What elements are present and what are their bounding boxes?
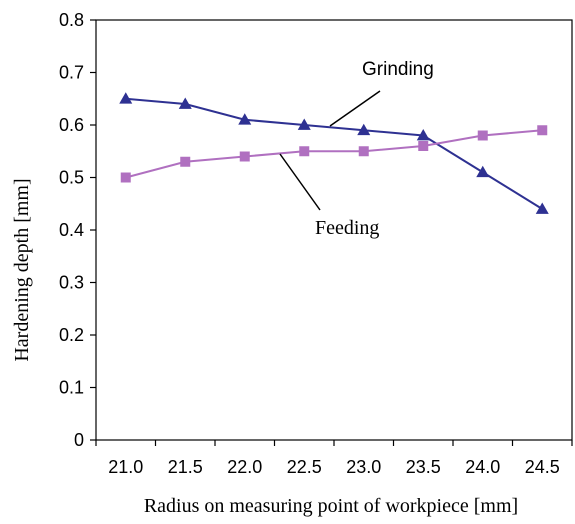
feeding-leader-line [279, 153, 321, 211]
axes [90, 19, 573, 446]
y-axis-title: Hardening depth [mm] [11, 178, 33, 361]
y-tick-label: 0.5 [59, 168, 84, 188]
feeding-point [418, 141, 429, 151]
feeding-point [120, 172, 131, 183]
y-tick-label: 0.2 [59, 325, 84, 345]
x-tick-label: 22.5 [287, 457, 322, 477]
x-tick-label: 23.0 [346, 457, 381, 477]
y-tick-label: 0.8 [59, 10, 84, 30]
grinding-point [535, 202, 549, 214]
feeding-point [299, 146, 310, 157]
x-tick-label: 24.5 [525, 457, 560, 477]
grinding-point [297, 118, 311, 130]
feeding-point [239, 151, 250, 162]
grinding-point [178, 97, 192, 109]
grinding-point [357, 123, 371, 136]
y-tick-label: 0.1 [59, 378, 84, 398]
x-tick-label: 21.5 [168, 457, 203, 477]
grinding-point [119, 92, 133, 104]
feeding-annotation: Feeding [315, 217, 379, 239]
feeding-point [180, 156, 191, 167]
x-tick-label: 23.5 [406, 457, 441, 477]
y-tick-label: 0.4 [59, 220, 84, 240]
y-tick-label: 0.7 [59, 63, 84, 83]
grinding-point [416, 129, 430, 141]
x-tick-label: 24.0 [465, 457, 500, 477]
grinding-series-line [125, 97, 543, 210]
feeding-point [537, 125, 548, 136]
grinding-point [476, 165, 490, 178]
y-tick-labels: 0 0.1 0.2 0.3 0.4 0.5 0.6 0.7 0.8 [59, 10, 84, 450]
feeding-point [358, 146, 369, 157]
grinding-leader-line [329, 90, 381, 127]
x-tick-label: 22.0 [227, 457, 262, 477]
grinding-point [238, 113, 252, 125]
x-tick-label: 21.0 [108, 457, 143, 477]
y-tick-label: 0.3 [59, 273, 84, 293]
y-tick-label: 0 [74, 430, 84, 450]
feeding-point [477, 130, 488, 141]
series-group [119, 92, 549, 214]
x-tick-labels: 21.0 21.5 22.0 22.5 23.0 23.5 24.0 24.5 [108, 457, 560, 477]
grinding-annotation: Grinding [362, 59, 434, 80]
feeding-series-line [125, 129, 543, 179]
x-axis-title: Radius on measuring point of workpiece [… [144, 495, 518, 517]
y-tick-label: 0.6 [59, 115, 84, 135]
